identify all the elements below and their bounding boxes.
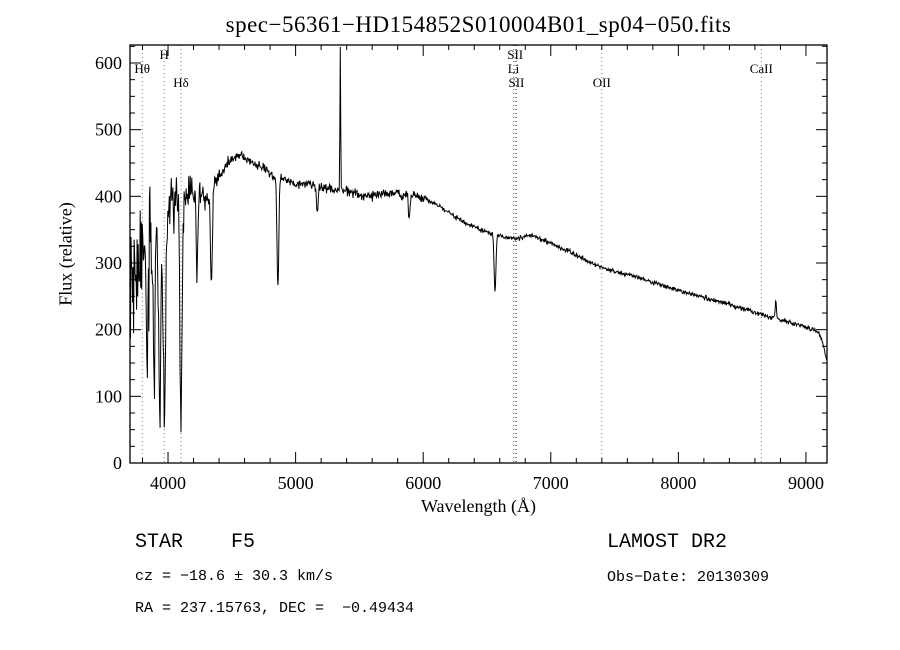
svg-text:500: 500 <box>95 120 122 140</box>
plot-frame <box>129 44 828 464</box>
svg-text:Li: Li <box>508 61 520 76</box>
axis-ticks: 4000 5000 6000 7000 8000 9000 0 100 200 300 400 500… <box>95 45 827 493</box>
spectrum-line <box>129 46 828 433</box>
svg-text:100: 100 <box>95 386 122 406</box>
survey-label: LAMOST DR2 <box>607 531 728 554</box>
x-axis-title: Wavelength (Å) <box>420 496 536 516</box>
svg-text:300: 300 <box>95 253 122 273</box>
svg-text:6000: 6000 <box>405 473 441 493</box>
object-class-label: STAR F5 <box>135 531 256 554</box>
svg-text:Hδ: Hδ <box>173 75 189 90</box>
svg-text:4000: 4000 <box>150 473 186 493</box>
svg-text:200: 200 <box>95 320 122 340</box>
svg-text:5000: 5000 <box>278 473 314 493</box>
svg-text:0: 0 <box>113 453 122 473</box>
svg-text:Hθ: Hθ <box>134 61 150 76</box>
svg-text:SII: SII <box>509 75 525 90</box>
svg-text:SII: SII <box>507 47 523 62</box>
svg-text:8000: 8000 <box>660 473 696 493</box>
y-axis-title: Flux (relative) <box>55 202 76 306</box>
svg-text:CaII: CaII <box>750 61 773 76</box>
svg-text:9000: 9000 <box>788 473 824 493</box>
obs-date: Obs−Date: 20130309 <box>607 569 770 586</box>
ra-dec-value: RA = 237.15763, DEC = −0.49434 <box>135 600 415 617</box>
svg-text:400: 400 <box>95 186 122 206</box>
svg-text:7000: 7000 <box>533 473 569 493</box>
cz-value: cz = −18.6 ± 30.3 km/s <box>135 568 334 585</box>
svg-text:H: H <box>159 47 168 62</box>
chart-title: spec−56361−HD154852S010004B01_sp04−050.f… <box>225 12 732 37</box>
svg-text:600: 600 <box>95 53 122 73</box>
svg-text:OII: OII <box>593 75 611 90</box>
